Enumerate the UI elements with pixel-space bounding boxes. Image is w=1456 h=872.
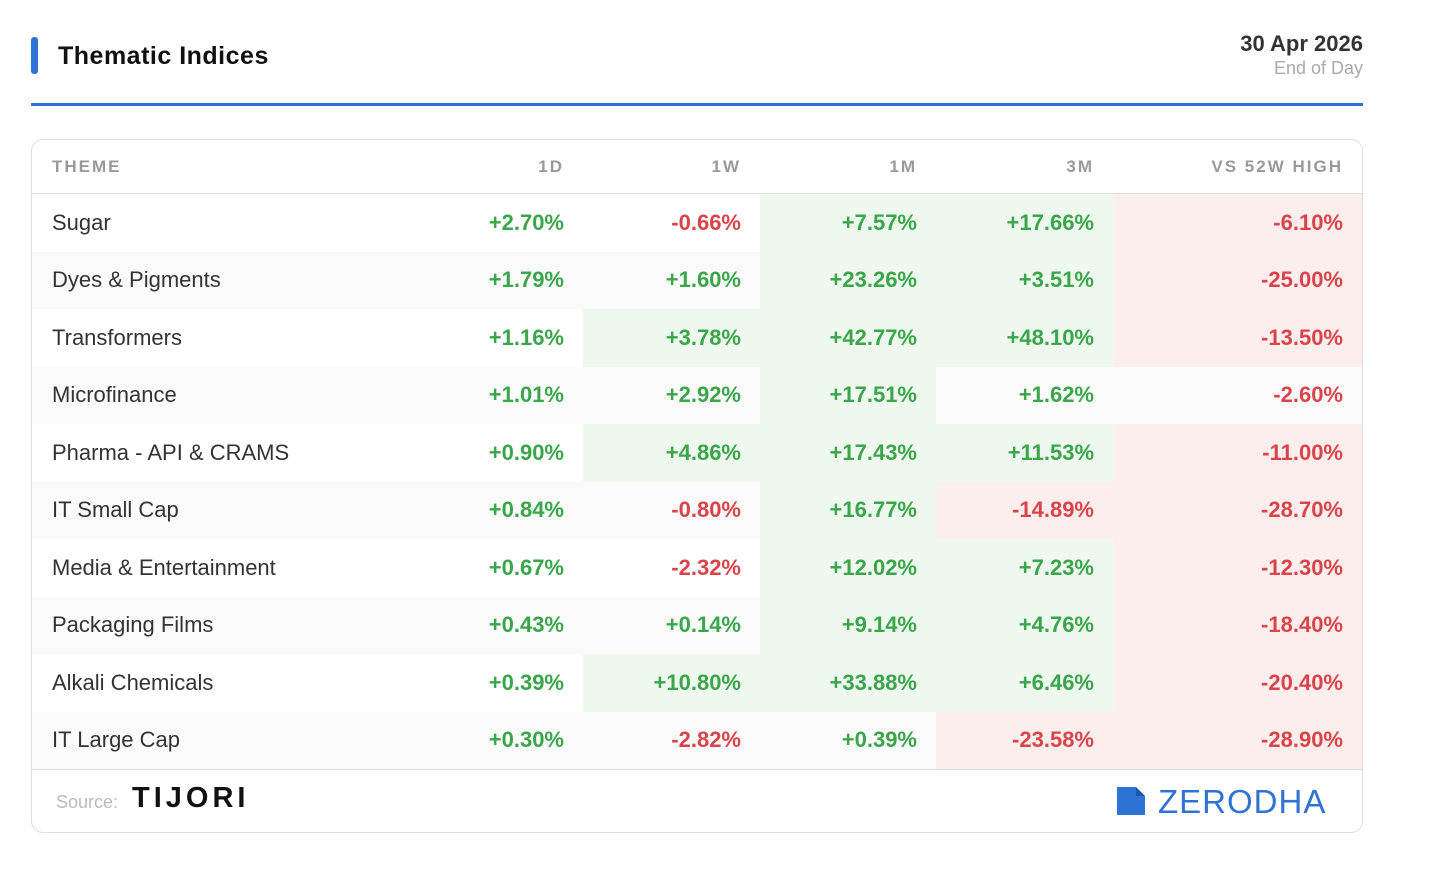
change-value: +3.78%: [583, 309, 760, 367]
change-value: +2.70%: [424, 193, 583, 252]
column-header: 3M: [936, 140, 1113, 194]
header-row: THEME 1D 1W 1M 3M VS 52W HIGH: [32, 140, 1362, 194]
row: Packaging Films +0.43% +0.14% +9.14% +4.76% -…: [32, 596, 1362, 654]
change-value: +0.14%: [583, 596, 760, 654]
theme-name: Pharma - API & CRAMS: [32, 424, 424, 482]
change-value: +0.90%: [424, 424, 583, 482]
theme-name: Microfinance: [32, 366, 424, 424]
change-value: +0.67%: [424, 539, 583, 597]
change-value: +1.62%: [936, 366, 1113, 424]
change-value: +1.01%: [424, 366, 583, 424]
theme-name: IT Large Cap: [32, 711, 424, 769]
row: Pharma - API & CRAMS +0.90% +4.86% +17.43% +…: [32, 424, 1362, 482]
change-value: +17.43%: [760, 424, 936, 482]
theme-name: Transformers: [32, 309, 424, 367]
theme-name: IT Small Cap: [32, 481, 424, 539]
change-value: +0.39%: [760, 711, 936, 769]
change-value: +12.02%: [760, 539, 936, 597]
change-value: +3.51%: [936, 251, 1113, 309]
change-value: -13.50%: [1113, 309, 1362, 367]
column-header: 1M: [760, 140, 936, 194]
table: THEME 1D 1W 1M 3M VS 52W HIGH Sugar +2.70% -0.6…: [32, 140, 1362, 769]
theme-name: Alkali Chemicals: [32, 654, 424, 712]
change-value: +0.30%: [424, 711, 583, 769]
column-header: 1D: [424, 140, 583, 194]
change-value: +1.16%: [424, 309, 583, 367]
theme-name: Packaging Films: [32, 596, 424, 654]
change-value: +11.53%: [936, 424, 1113, 482]
change-value: +42.77%: [760, 309, 936, 367]
title: Thematic Indices: [58, 42, 269, 70]
change-value: +10.80%: [583, 654, 760, 712]
change-value: +1.79%: [424, 251, 583, 309]
change-value: +33.88%: [760, 654, 936, 712]
table-card: THEME 1D 1W 1M 3M VS 52W HIGH Sugar +2.70% -0.6…: [31, 139, 1363, 833]
row: IT Large Cap +0.30% -2.82% +0.39% -23.58% -28…: [32, 711, 1362, 769]
change-value: +48.10%: [936, 309, 1113, 367]
change-value: +7.57%: [760, 193, 936, 252]
source: TIJORI: [132, 782, 250, 814]
column-header: VS 52W HIGH: [1113, 140, 1362, 194]
change-value: +23.26%: [760, 251, 936, 309]
subtitle: End of Day: [1273, 58, 1363, 78]
change-value: +0.84%: [424, 481, 583, 539]
theme-name: Dyes & Pigments: [32, 251, 424, 309]
change-value: -2.32%: [583, 539, 760, 597]
table-body: Sugar +2.70% -0.66% +7.57% +17.66% -6.10% Dyes…: [32, 193, 1362, 769]
change-value: -0.80%: [583, 481, 760, 539]
change-value: +7.23%: [936, 539, 1113, 597]
change-value: -14.89%: [936, 481, 1113, 539]
column-header: 1W: [583, 140, 760, 194]
brand: ZERODHA: [1158, 783, 1327, 820]
change-value: -12.30%: [1113, 539, 1362, 597]
change-value: -20.40%: [1113, 654, 1362, 712]
row: Microfinance +1.01% +2.92% +17.51% +1.62% -2.…: [32, 366, 1362, 424]
row: Dyes & Pigments +1.79% +1.60% +23.26% +3.51%…: [32, 251, 1362, 309]
row: IT Small Cap +0.84% -0.80% +16.77% -14.89% -2…: [32, 481, 1362, 539]
change-value: +4.76%: [936, 596, 1113, 654]
change-value: +4.86%: [583, 424, 760, 482]
change-value: +1.60%: [583, 251, 760, 309]
change-value: -25.00%: [1113, 251, 1362, 309]
change-value: +0.39%: [424, 654, 583, 712]
change-value: +17.66%: [936, 193, 1113, 252]
change-value: -0.66%: [583, 193, 760, 252]
change-value: +0.43%: [424, 596, 583, 654]
change-value: +2.92%: [583, 366, 760, 424]
change-value: -6.10%: [1113, 193, 1362, 252]
row: Sugar +2.70% -0.66% +7.57% +17.66% -6.10%: [32, 193, 1362, 252]
row: Transformers +1.16% +3.78% +42.77% +48.10% -1…: [32, 309, 1362, 367]
change-value: -23.58%: [936, 711, 1113, 769]
change-value: -2.60%: [1113, 366, 1362, 424]
theme-name: Media & Entertainment: [32, 539, 424, 597]
row: Media & Entertainment +0.67% -2.32% +12.02%…: [32, 539, 1362, 597]
source-label: Source:: [56, 792, 119, 812]
accent-bar: [31, 37, 38, 74]
brand-logo: [1117, 787, 1145, 815]
change-value: +9.14%: [760, 596, 936, 654]
change-value: -2.82%: [583, 711, 760, 769]
footer: Source: TIJORI ZERODHA: [32, 769, 1362, 832]
change-value: +16.77%: [760, 481, 936, 539]
change-value: -28.70%: [1113, 481, 1362, 539]
column-header: THEME: [32, 140, 424, 194]
theme-name: Sugar: [32, 193, 424, 252]
change-value: -11.00%: [1113, 424, 1362, 482]
change-value: -18.40%: [1113, 596, 1362, 654]
divider: [31, 103, 1363, 106]
change-value: +6.46%: [936, 654, 1113, 712]
date: 30 Apr 2026: [1240, 31, 1363, 56]
row: Alkali Chemicals +0.39% +10.80% +33.88% +6.4…: [32, 654, 1362, 712]
change-value: -28.90%: [1113, 711, 1362, 769]
change-value: +17.51%: [760, 366, 936, 424]
